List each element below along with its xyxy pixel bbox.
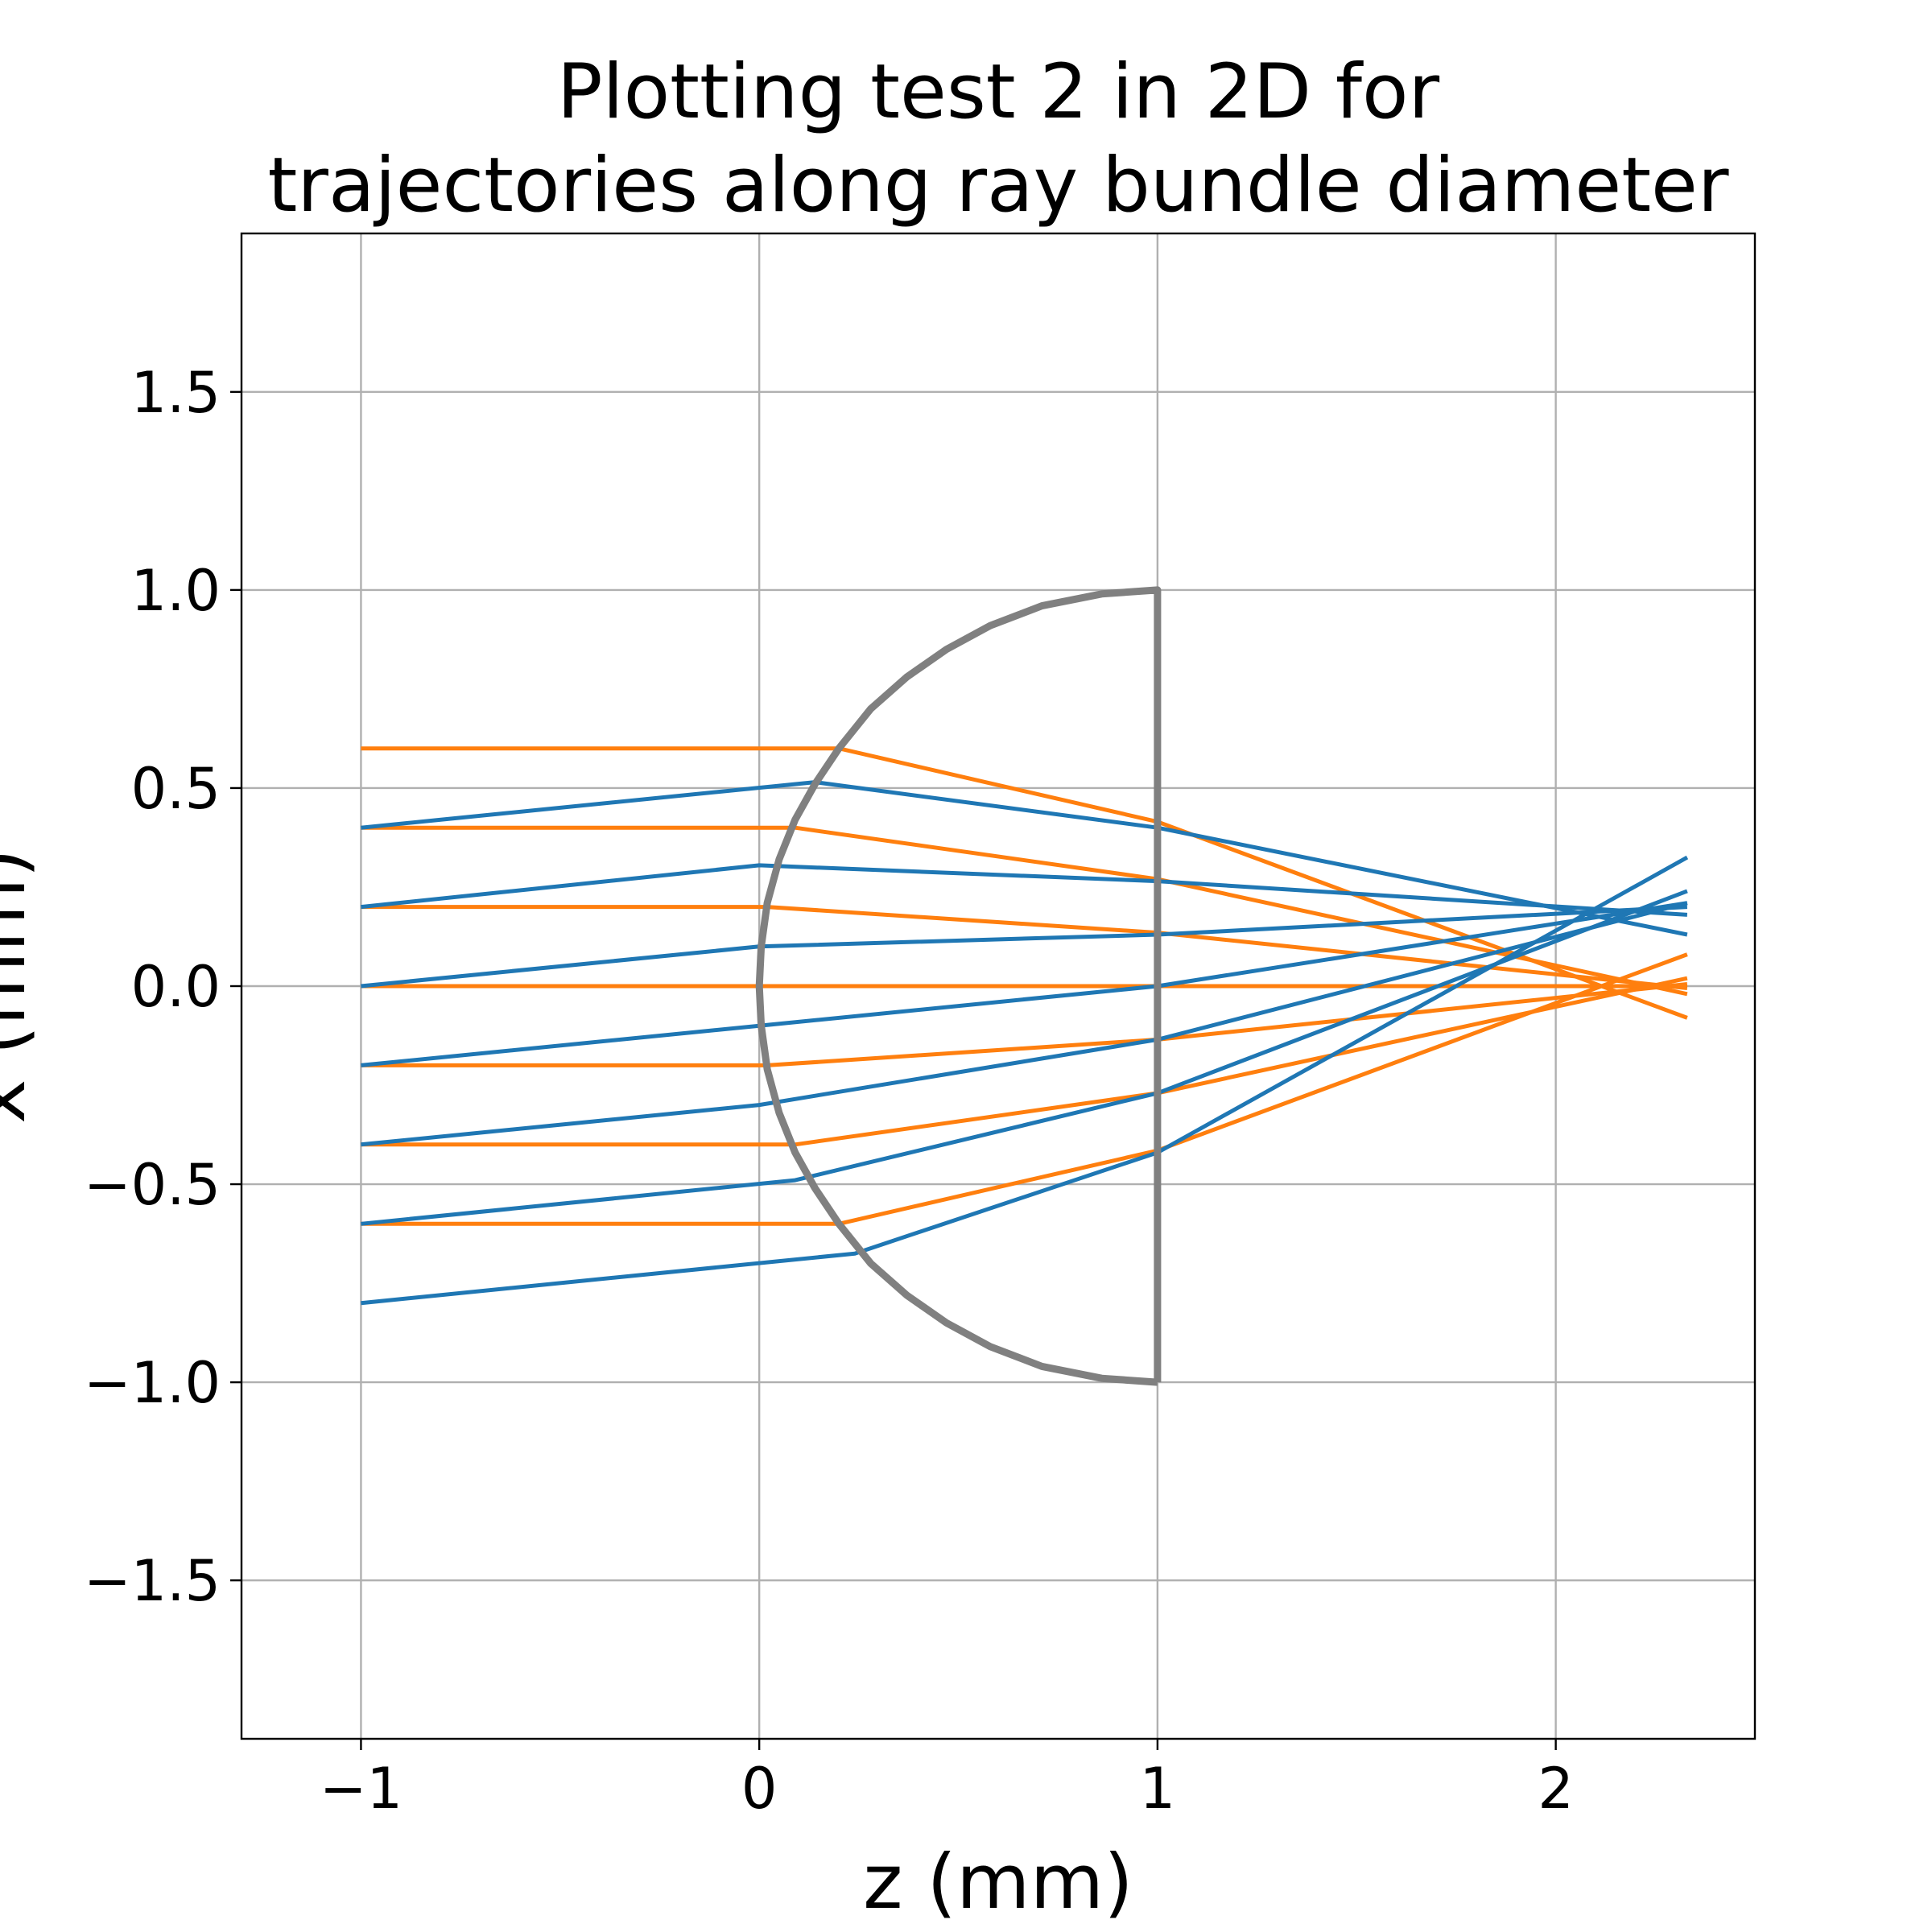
ray-blue: [361, 855, 1689, 1306]
chart-title-line-2: trajectories along ray bundle diameter: [267, 142, 1728, 229]
series-layer: [361, 746, 1689, 1306]
y-tick-label: −0.5: [84, 1152, 221, 1218]
lens-outline: [755, 586, 1162, 1386]
ray-blue: [361, 901, 1688, 1067]
ticks: −1 0 1 2 −1.5 −1.0 −0.5 0.0 0.5 1.0 1.5: [84, 360, 1574, 1822]
ray-orange: [361, 982, 1688, 1067]
ray-blue: [361, 901, 1688, 1147]
y-tick-label: −1.0: [84, 1350, 221, 1416]
x-tick-label: 1: [1140, 1756, 1176, 1822]
grid: [242, 233, 1755, 1739]
y-tick-label: 1.0: [131, 558, 221, 624]
ray-orange: [361, 905, 1688, 990]
ray-blue: [361, 780, 1688, 937]
y-tick-label: 0.5: [131, 756, 221, 822]
ray-orange: [361, 976, 1688, 1147]
ray-blue: [361, 905, 1688, 989]
ray-orange: [361, 825, 1688, 997]
x-tick-label: 2: [1538, 1756, 1574, 1822]
ray-blue: [361, 863, 1688, 917]
ray-blue: [361, 889, 1688, 1226]
ray-orange: [361, 952, 1688, 1226]
y-tick-label: −1.5: [84, 1548, 221, 1614]
y-axis-label: x (mm): [0, 848, 43, 1124]
x-axis-label: z (mm): [863, 1839, 1133, 1926]
y-tick-label: 1.5: [131, 360, 221, 426]
lens-layer: [755, 586, 1162, 1386]
x-tick-label: −1: [320, 1756, 402, 1822]
chart-title-line-1: Plotting test 2 in 2D for: [557, 48, 1440, 136]
y-tick-label: 0.0: [131, 954, 221, 1020]
x-tick-label: 0: [741, 1756, 778, 1822]
